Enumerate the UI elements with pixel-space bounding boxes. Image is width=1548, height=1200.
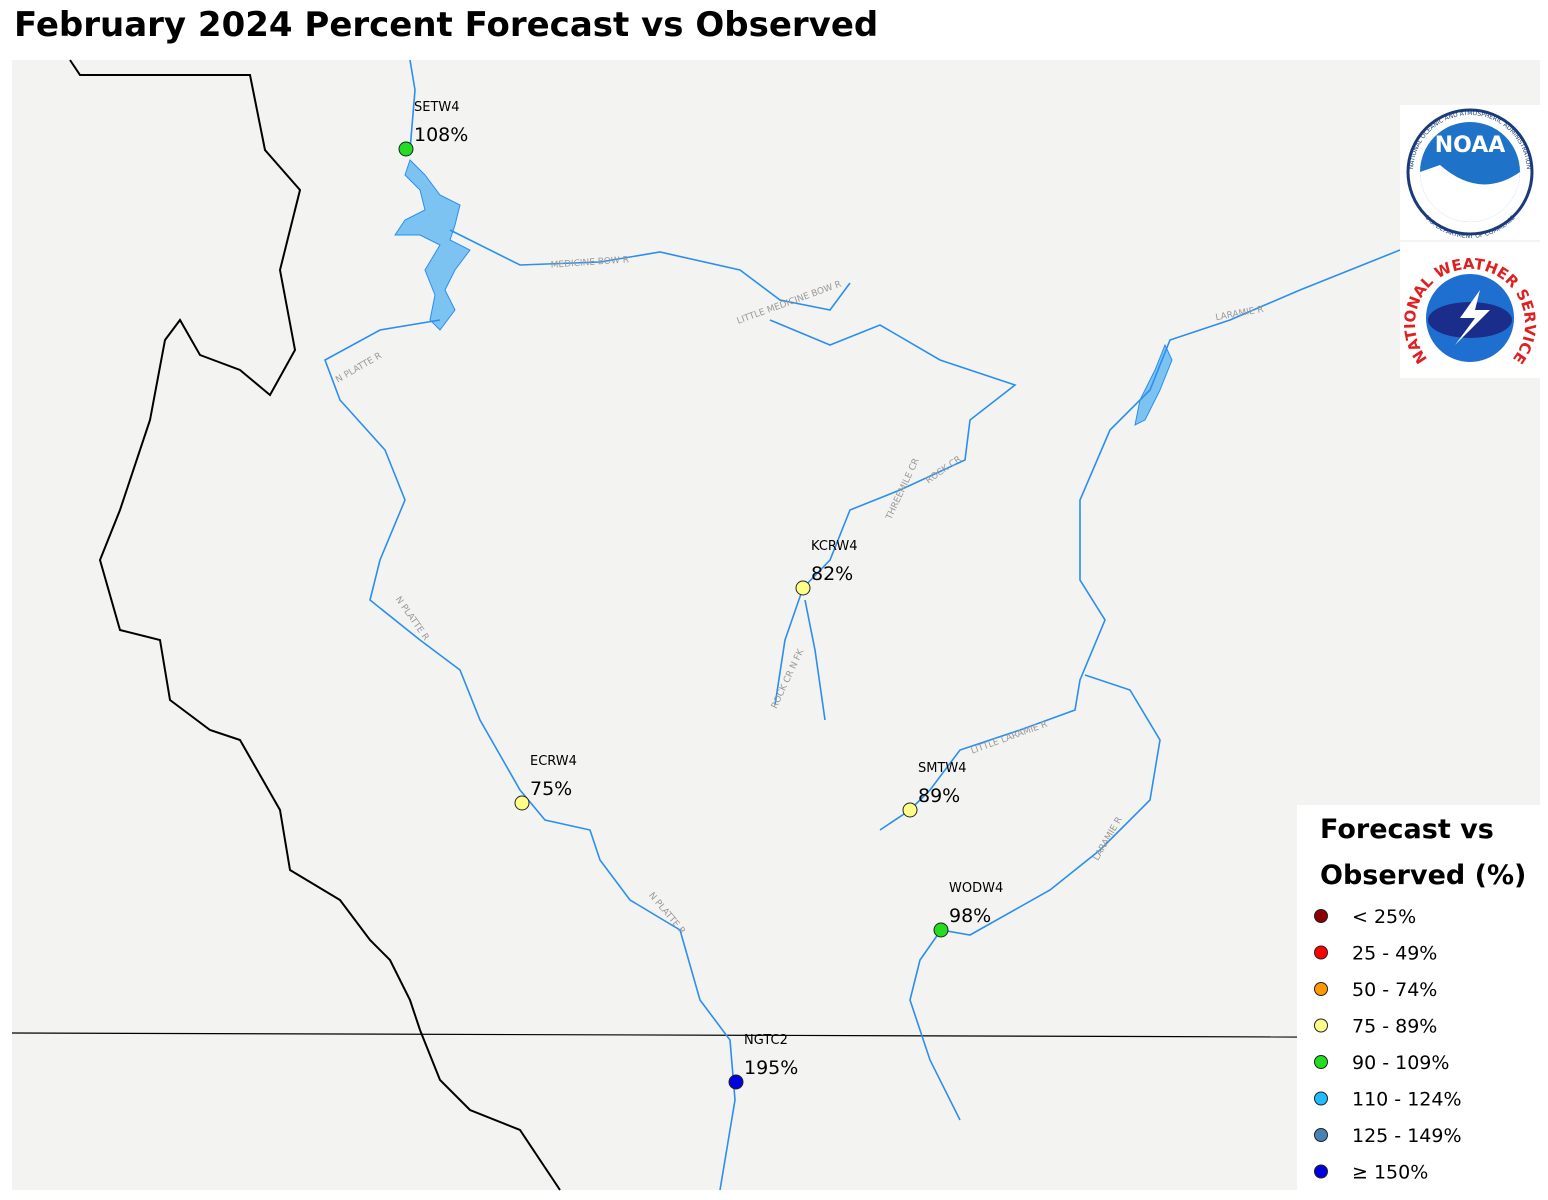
legend-swatch xyxy=(1314,1055,1328,1069)
station-percent: 75% xyxy=(530,778,572,800)
reservoir xyxy=(394,159,471,331)
station-id: ECRW4 xyxy=(530,754,577,769)
stations: SETW4 108% KCRW4 82% ECRW4 75% SMTW4 89% WODW4 98… xyxy=(398,100,1003,1090)
legend-label: 110 - 124% xyxy=(1352,1089,1462,1111)
station-percent: 195% xyxy=(744,1057,798,1079)
station-id: SMTW4 xyxy=(918,761,967,776)
legend-swatch xyxy=(1314,1128,1328,1142)
legend-title: Forecast vs xyxy=(1320,814,1494,845)
legend-swatch xyxy=(1314,1091,1328,1106)
station-id: NGTC2 xyxy=(744,1033,788,1048)
basemap xyxy=(12,60,1540,1190)
legend-swatch xyxy=(1314,1018,1328,1033)
legend-label: 90 - 109% xyxy=(1352,1052,1449,1074)
station-marker xyxy=(902,802,918,818)
nws-logo: NATIONAL WEATHER SERVICE xyxy=(1400,242,1540,378)
station-id: SETW4 xyxy=(414,100,460,115)
title: February 2024 Percent Forecast vs Observ… xyxy=(14,5,878,45)
station-id: WODW4 xyxy=(949,881,1003,896)
station-percent: 89% xyxy=(918,785,960,807)
legend-title: Observed (%) xyxy=(1320,860,1526,891)
reservoir xyxy=(1134,343,1173,426)
station-percent: 98% xyxy=(949,905,991,927)
legend-label: 75 - 89% xyxy=(1352,1016,1437,1038)
legend-label: 125 - 149% xyxy=(1352,1125,1462,1147)
station-marker xyxy=(514,795,530,811)
station-marker xyxy=(795,580,811,596)
legend-swatch xyxy=(1314,1164,1328,1179)
station-marker xyxy=(933,922,949,938)
station-percent: 82% xyxy=(811,563,853,585)
station-id: KCRW4 xyxy=(811,539,858,554)
legend-swatch xyxy=(1314,982,1328,996)
station-marker xyxy=(398,141,414,157)
noaa-logo: NOAA NATIONAL OCEANIC AND ATMOSPHERIC AD… xyxy=(1400,105,1540,240)
legend-box xyxy=(1297,805,1540,1190)
legend-label: < 25% xyxy=(1352,906,1416,928)
state-boundary xyxy=(69,59,561,1191)
station-marker xyxy=(728,1074,744,1090)
station-percent: 108% xyxy=(414,124,468,146)
legend-swatch xyxy=(1314,945,1328,960)
legend-label: ≥ 150% xyxy=(1352,1162,1428,1184)
legend-swatch xyxy=(1314,909,1328,923)
legend-label: 25 - 49% xyxy=(1352,943,1437,965)
state-line xyxy=(11,1032,1298,1038)
legend-label: 50 - 74% xyxy=(1352,979,1437,1001)
legend: Forecast vs Observed (%) < 25% 25 - 49% 50 -… xyxy=(1314,814,1526,1184)
rivers xyxy=(324,59,1401,1191)
noaa-text: NOAA xyxy=(1435,133,1506,158)
